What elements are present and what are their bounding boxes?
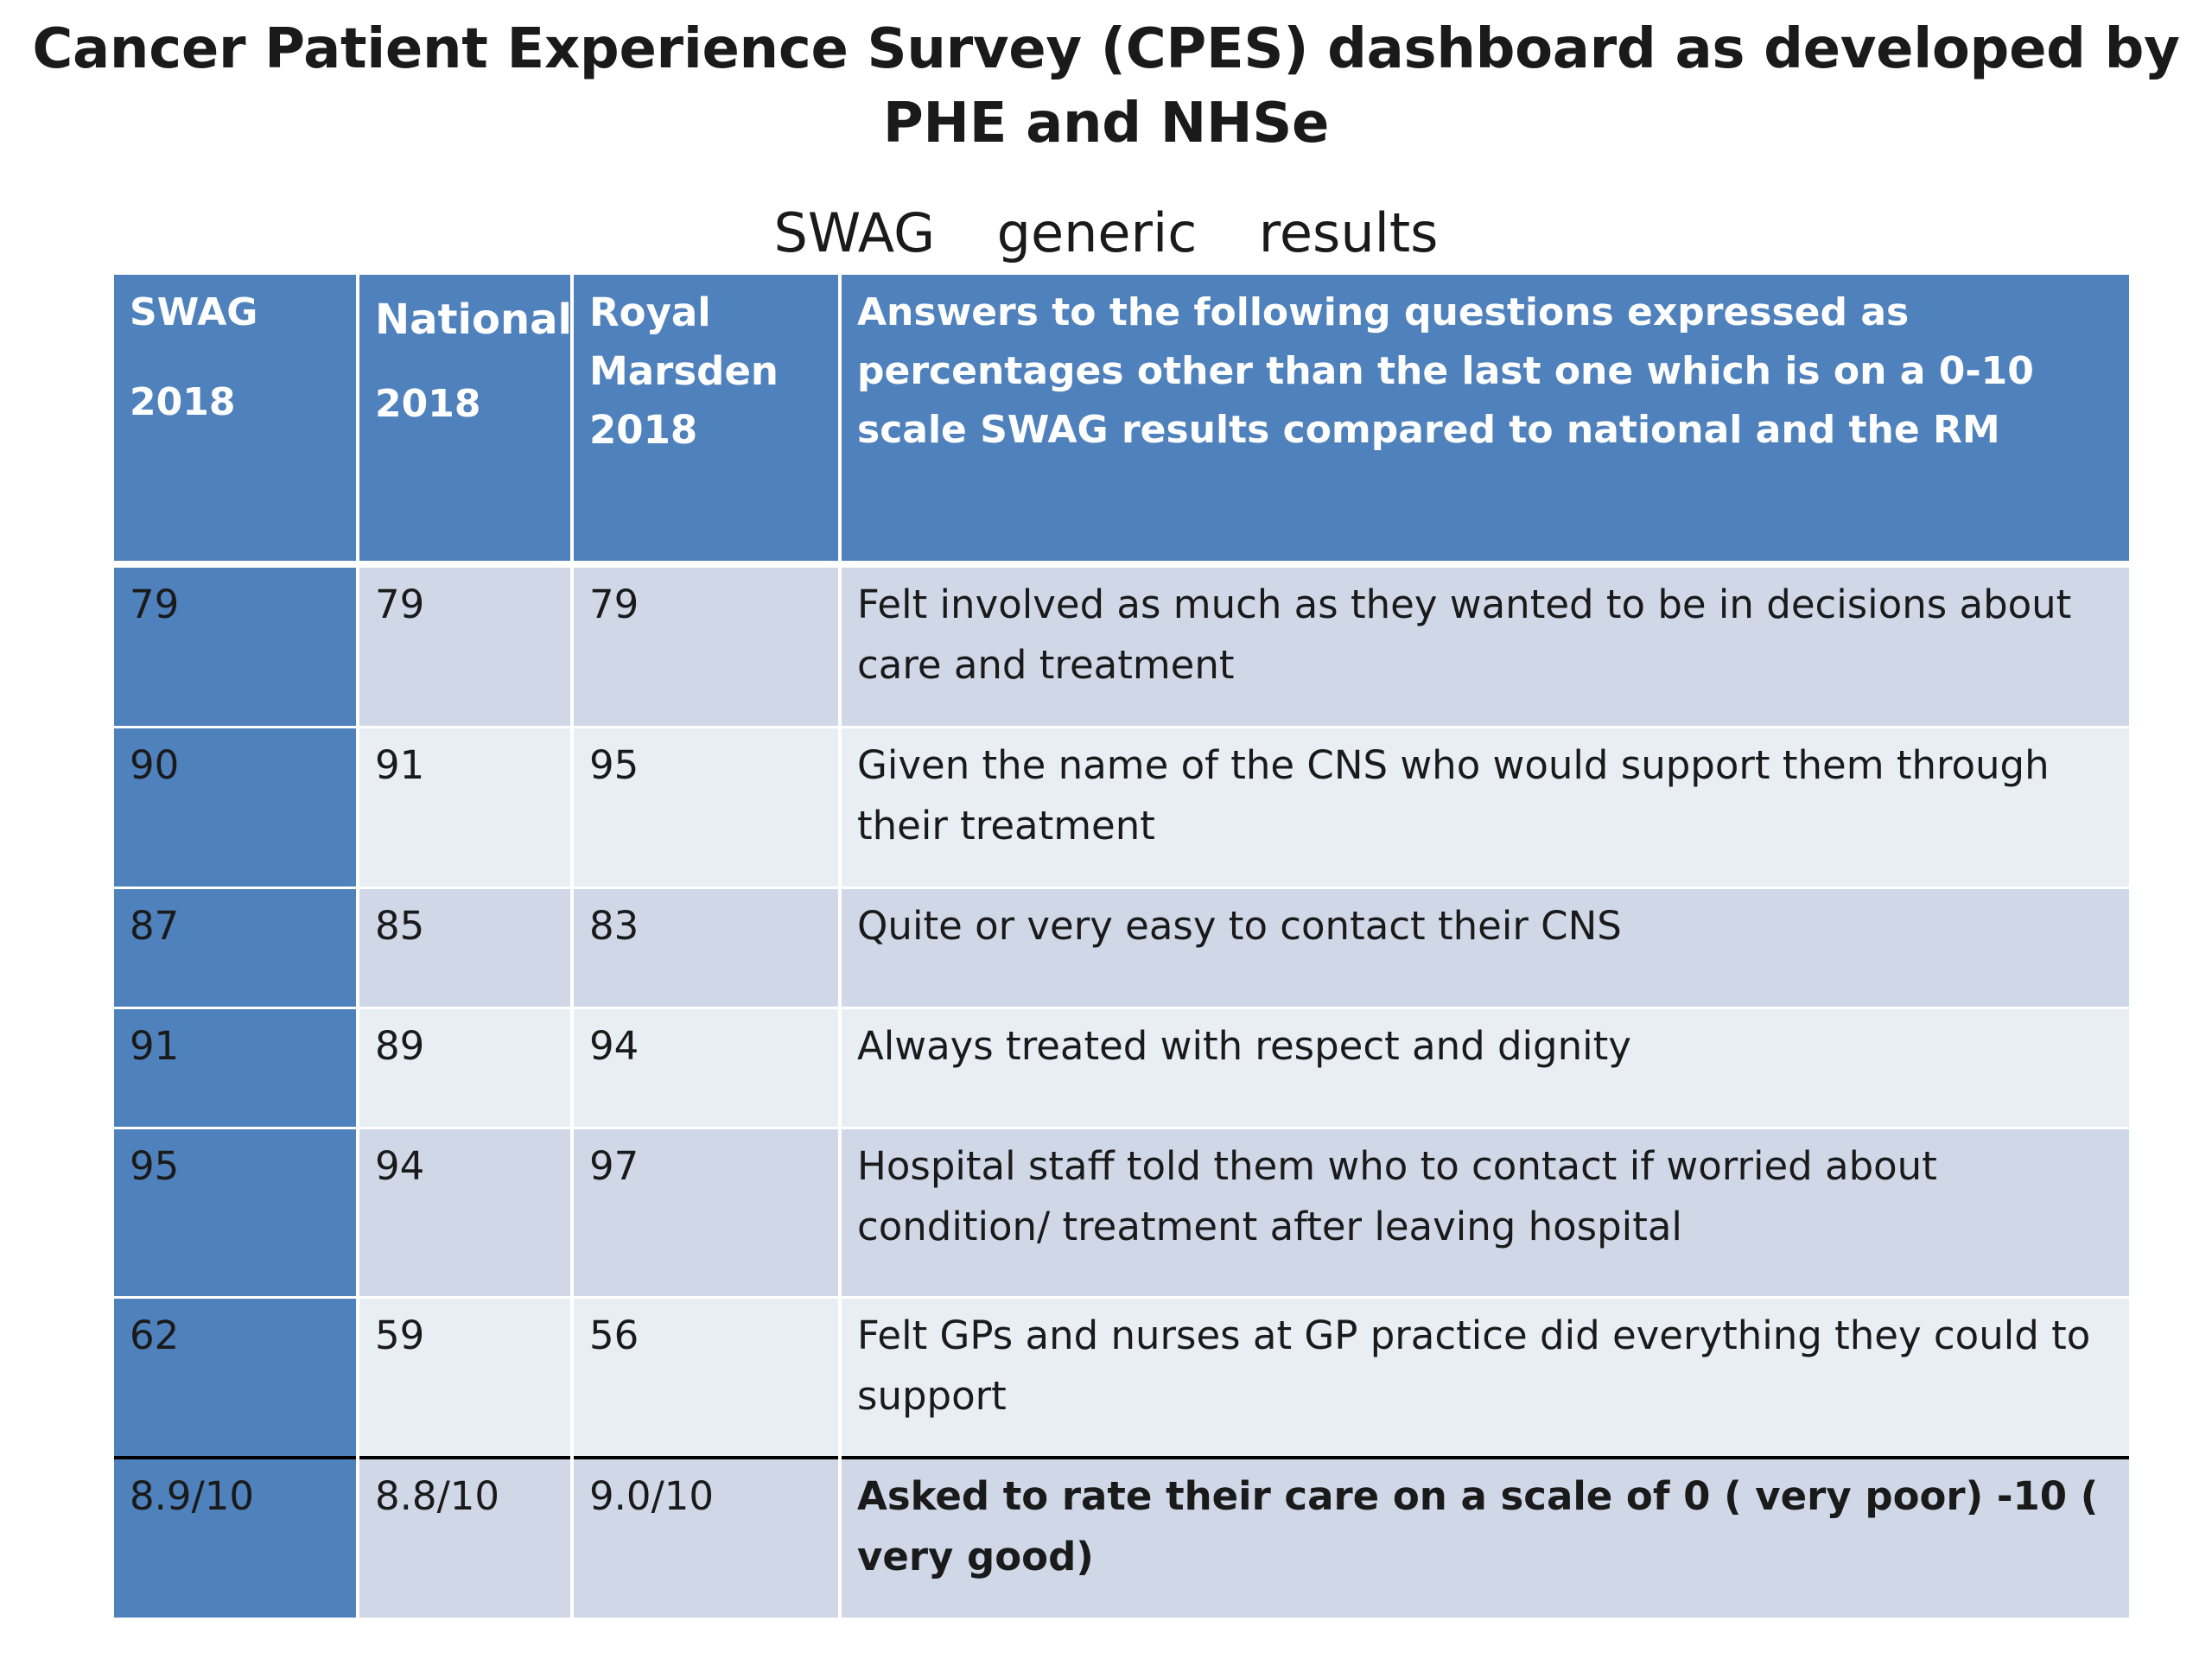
- header-swag-label: SWAG: [130, 290, 258, 334]
- cell-question: Felt GPs and nurses at GP practice did e…: [840, 1297, 2129, 1459]
- header-national-2018: National 2018: [358, 275, 574, 568]
- cell-question: Quite or very easy to contact their CNS: [840, 887, 2129, 1009]
- cell-royal-marsden: 56: [572, 1297, 842, 1459]
- header-description: Answers to the following questions expre…: [840, 275, 2129, 568]
- header-swag-year: 2018: [130, 380, 236, 424]
- cell-national: 59: [358, 1297, 574, 1459]
- cell-swag: 95: [114, 1128, 359, 1299]
- table-row: 90 91 95 Given the name of the CNS who w…: [114, 727, 2129, 889]
- cell-royal-marsden: 83: [572, 887, 842, 1009]
- table-row: 87 85 83 Quite or very easy to contact t…: [114, 887, 2129, 1009]
- table-row: 91 89 94 Always treated with respect and…: [114, 1007, 2129, 1129]
- cell-question: Hospital staff told them who to contact …: [840, 1128, 2129, 1299]
- header-row: SWAG 2018 National 2018 Royal Marsden 20…: [114, 275, 2129, 568]
- cell-national: 94: [358, 1128, 574, 1299]
- cell-royal-marsden: 94: [572, 1007, 842, 1129]
- cell-royal-marsden: 97: [572, 1128, 842, 1299]
- cell-royal-marsden: 9.0/10: [572, 1456, 842, 1620]
- cell-swag: 8.9/10: [114, 1456, 359, 1620]
- cell-swag: 91: [114, 1007, 359, 1129]
- cell-swag: 62: [114, 1297, 359, 1459]
- cell-swag: 90: [114, 727, 359, 889]
- header-swag-2018: SWAG 2018: [114, 275, 359, 568]
- cell-royal-marsden: 95: [572, 727, 842, 889]
- cell-question: Always treated with respect and dignity: [840, 1007, 2129, 1129]
- cell-national: 89: [358, 1007, 574, 1129]
- cell-swag: 87: [114, 887, 359, 1009]
- table-row: 95 94 97 Hospital staff told them who to…: [114, 1128, 2129, 1299]
- cell-royal-marsden: 79: [572, 564, 842, 728]
- results-table: SWAG 2018 National 2018 Royal Marsden 20…: [114, 275, 2129, 1620]
- header-national-year: 2018: [375, 382, 481, 426]
- header-rm-label-2: Marsden: [589, 348, 779, 394]
- table-row: 62 59 56 Felt GPs and nurses at GP pract…: [114, 1297, 2129, 1459]
- title-line-2: PHE and NHSe: [882, 92, 1330, 156]
- header-royal-marsden-2018: Royal Marsden 2018: [572, 275, 842, 568]
- cell-national: 79: [358, 564, 574, 728]
- cell-national: 8.8/10: [358, 1456, 574, 1620]
- cell-national: 85: [358, 887, 574, 1009]
- page-title: Cancer Patient Experience Survey (CPES) …: [0, 12, 2212, 161]
- table-row-overall-rating: 8.9/10 8.8/10 9.0/10 Asked to rate their…: [114, 1456, 2129, 1620]
- header-rm-year: 2018: [589, 407, 698, 453]
- title-line-1: Cancer Patient Experience Survey (CPES) …: [32, 17, 2180, 81]
- cell-national: 91: [358, 727, 574, 889]
- header-national-label: National: [375, 296, 572, 344]
- cell-question: Asked to rate their care on a scale of 0…: [840, 1456, 2129, 1620]
- header-rm-label-1: Royal: [589, 289, 711, 335]
- cell-question: Felt involved as much as they wanted to …: [840, 564, 2129, 728]
- table-row: 79 79 79 Felt involved as much as they w…: [114, 564, 2129, 728]
- cell-question: Given the name of the CNS who would supp…: [840, 727, 2129, 889]
- cell-swag: 79: [114, 564, 359, 728]
- table-subtitle: SWAG generic results: [773, 201, 1439, 264]
